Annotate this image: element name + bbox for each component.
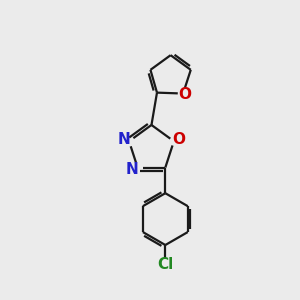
Text: O: O — [178, 87, 191, 102]
Text: Cl: Cl — [157, 257, 173, 272]
Text: N: N — [117, 132, 130, 147]
Text: O: O — [172, 132, 185, 147]
Text: N: N — [126, 162, 139, 177]
